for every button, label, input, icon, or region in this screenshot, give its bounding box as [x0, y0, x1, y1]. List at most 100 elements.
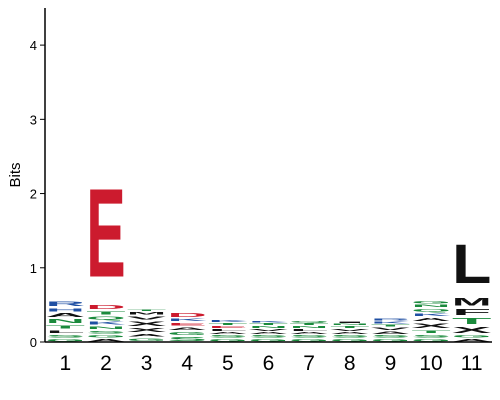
logo-letter: V [330, 329, 370, 332]
x-ticks: 1 2 3 4 5 6 7 8 9 10 11 [59, 352, 482, 375]
logo-letter: D [86, 304, 125, 310]
logo-letter: T [330, 326, 370, 329]
logo-letter: E [168, 322, 207, 326]
logo-letter: S [371, 335, 410, 339]
x-tick-label: 10 [419, 352, 442, 375]
x-tick-label: 2 [100, 352, 112, 375]
logo-letter: T [289, 323, 329, 326]
logo-letter: A [411, 317, 450, 322]
logo-letter: A [86, 338, 125, 342]
logo-letter: K [168, 318, 208, 322]
logo-letter: N [46, 318, 85, 324]
x-tick-label: 8 [344, 352, 356, 375]
logo-letter: Q [289, 320, 328, 322]
logo-letter: N [289, 326, 328, 329]
logo-letter: K [86, 321, 125, 326]
logo-letter: G [249, 338, 288, 342]
logo-letter: S [330, 335, 369, 339]
y-tick-label: 0 [30, 335, 37, 350]
logo-letter: D [168, 312, 207, 318]
logo-letter: K [371, 321, 411, 324]
logo-letter: K [411, 312, 450, 316]
logo-letter: L [46, 329, 85, 333]
letter-stacks: GSLTNAHRAGSNKQTDEGAXXVMTSGAEKDGSALETKGSA… [46, 162, 492, 342]
logo-letter: S [168, 336, 207, 342]
x-tick-label: 7 [303, 352, 315, 375]
logo-letter: T [86, 310, 125, 315]
logo-letter: R [46, 301, 85, 308]
logo-letter: R [371, 318, 411, 321]
logo-letter: X [127, 327, 166, 333]
logo-letter: T [411, 329, 451, 333]
y-axis-label: Bits [7, 162, 24, 187]
logo-letter: G [46, 338, 85, 342]
logo-letter: T [46, 324, 85, 329]
logo-letter: S [411, 334, 450, 338]
x-tick-label: 11 [461, 352, 483, 375]
x-tick-label: 1 [59, 352, 71, 375]
logo-letter: S [46, 334, 85, 338]
x-tick-label: 9 [385, 352, 397, 375]
logo-letter: T [127, 309, 167, 311]
logo-letter: A [371, 331, 410, 335]
logo-letter: L [208, 329, 247, 332]
logo-letter: A [330, 332, 369, 335]
y-tick-label: 2 [30, 187, 37, 202]
logo-letter: V [371, 327, 411, 331]
logo-letter: Q [411, 308, 450, 313]
logo-letter: X [411, 322, 450, 329]
logo-letter: I [330, 321, 369, 323]
logo-letter: S [208, 335, 247, 339]
logo-letter: G [330, 338, 369, 342]
logo-letter: G [452, 335, 491, 339]
y-tick-label: 1 [30, 261, 37, 276]
x-tick-label: 6 [263, 352, 275, 375]
logo-letter: E [86, 162, 125, 303]
logo-letter: G [411, 338, 450, 342]
logo-letter: X [452, 326, 491, 335]
logo-letter: N [249, 326, 288, 329]
logo-letter: A [168, 326, 207, 330]
logo-letter: S [249, 335, 288, 339]
logo-letter: G [127, 337, 166, 342]
axes [44, 8, 492, 343]
logo-letter: V [127, 315, 166, 320]
logo-letter: V [249, 329, 289, 332]
logo-letter: A [208, 332, 247, 335]
logo-letter: A [452, 338, 491, 342]
logo-letter: G [86, 335, 125, 339]
y-tick-label: 4 [30, 38, 37, 53]
logo-letter: K [249, 321, 289, 323]
logo-letter: G [371, 338, 410, 342]
logo-letter: G [168, 331, 207, 336]
logo-letter: Q [86, 315, 125, 320]
logo-letter: X [127, 320, 166, 327]
logo-letter: A [289, 332, 328, 335]
x-tick-label: 5 [222, 352, 234, 375]
logo-letter: L [289, 329, 328, 332]
logo-letter: A [249, 332, 288, 335]
logo-letter: S [289, 335, 328, 339]
logo-letter: G [289, 338, 328, 342]
logo-letter: A [46, 312, 85, 318]
logo-letter: T [208, 323, 248, 326]
logo-letter: A [127, 333, 166, 337]
logo-letter: N [411, 304, 450, 308]
logo-letter: K [208, 320, 248, 323]
logo-letter: T [249, 323, 289, 326]
logo-letter: G [208, 338, 247, 342]
x-tick-label: 4 [181, 352, 193, 375]
logo-letter: E [208, 326, 247, 329]
